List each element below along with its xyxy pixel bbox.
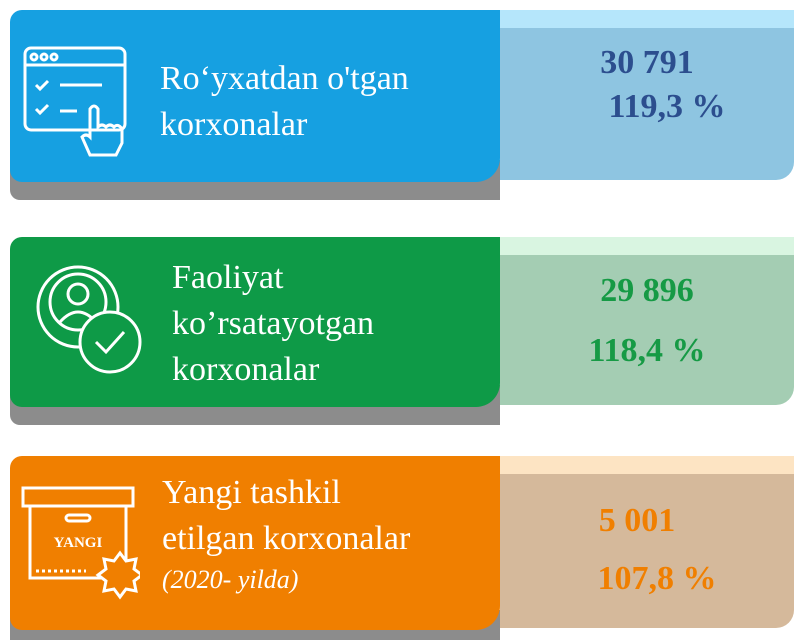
card-strip [500,456,794,474]
label-line: etilgan korxonalar [162,520,411,557]
card-label: Ro‘yxatdan o'tgan korxonalar [160,56,409,148]
verified-icon [36,265,142,374]
percent: 119,3 % [608,88,726,125]
label-line: Faoliyat [172,259,284,296]
value: 30 791 [600,44,694,81]
label-line: ko’rsatayotgan [172,305,375,342]
card-label: Faoliyat ko’rsatayotgan korxonalar [172,255,374,393]
card-label: Yangi tashkil etilgan korxonalar (2020- … [162,470,410,598]
label-line: Yangi tashkil [162,474,341,511]
label-line: Ro‘yxatdan o'tgan [160,60,409,97]
percent: 107,8 % [597,560,717,597]
box-icon: YANGI [21,486,140,600]
label-line: korxonalar [172,351,320,388]
card-strip [500,237,794,255]
card-value-panel [500,28,794,180]
card-value-panel [500,474,794,628]
icon-text: YANGI [54,535,103,551]
percent: 118,4 % [588,332,706,369]
card-value-panel [500,255,794,405]
card-strip [500,10,794,28]
label-line: korxonalar [160,106,308,143]
value: 5 001 [598,502,676,539]
card-panel [10,10,500,182]
note: (2020- yilda) [162,565,299,594]
value: 29 896 [600,272,694,309]
card-panel [10,456,500,630]
form-icon [23,46,127,157]
